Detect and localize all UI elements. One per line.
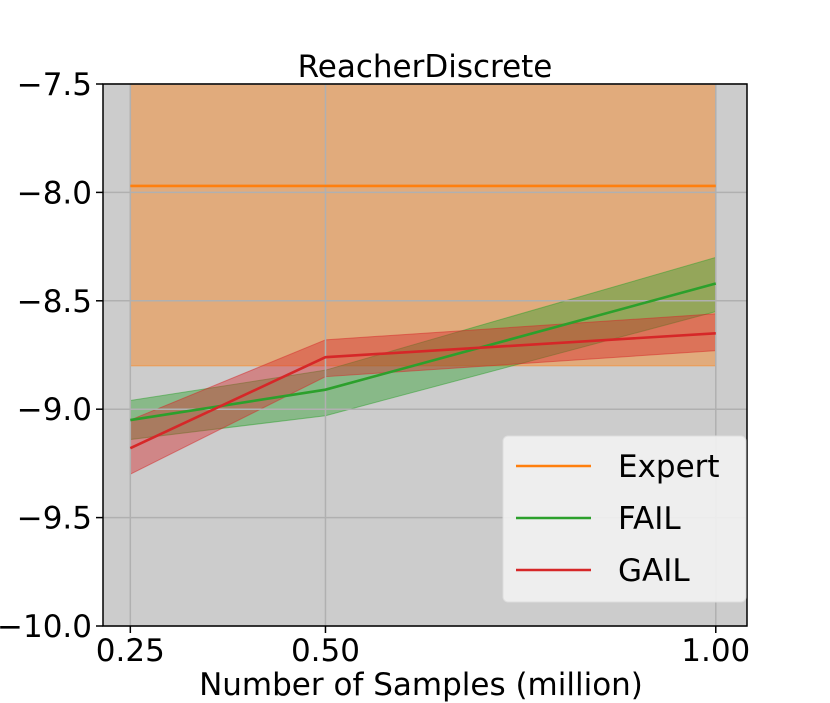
y-tick-label: −9.0 (17, 392, 92, 428)
x-tick-label: 1.00 (681, 633, 750, 669)
x-tick-label: 0.50 (291, 633, 360, 669)
legend-label-fail: FAIL (618, 501, 681, 537)
axis-ticks: 0.25 0.50 1.00 −10.0 −9.5 −9.0 −8.5 −8.0 −7.5 (0, 67, 750, 669)
legend-label-expert: Expert (618, 449, 720, 485)
legend-label-gail: GAIL (618, 553, 690, 589)
legend-box (502, 435, 747, 603)
y-tick-label: −7.5 (17, 67, 92, 103)
x-tick-label: 0.25 (96, 633, 165, 669)
chart-title: ReacherDiscrete (298, 49, 553, 85)
y-tick-label: −9.5 (17, 501, 92, 537)
confidence-bands (129, 83, 717, 476)
series-line-gail (129, 332, 716, 450)
y-tick-label: −10.0 (0, 609, 92, 645)
series-line-fail (130, 282, 717, 422)
y-tick-label: −8.0 (17, 175, 92, 211)
legend: Expert FAIL GAIL (502, 435, 747, 603)
series-lines (129, 184, 717, 450)
y-tick-label: −8.5 (17, 284, 92, 320)
plot-frame (102, 83, 748, 627)
x-axis-title: Number of Samples (million) (199, 667, 643, 703)
